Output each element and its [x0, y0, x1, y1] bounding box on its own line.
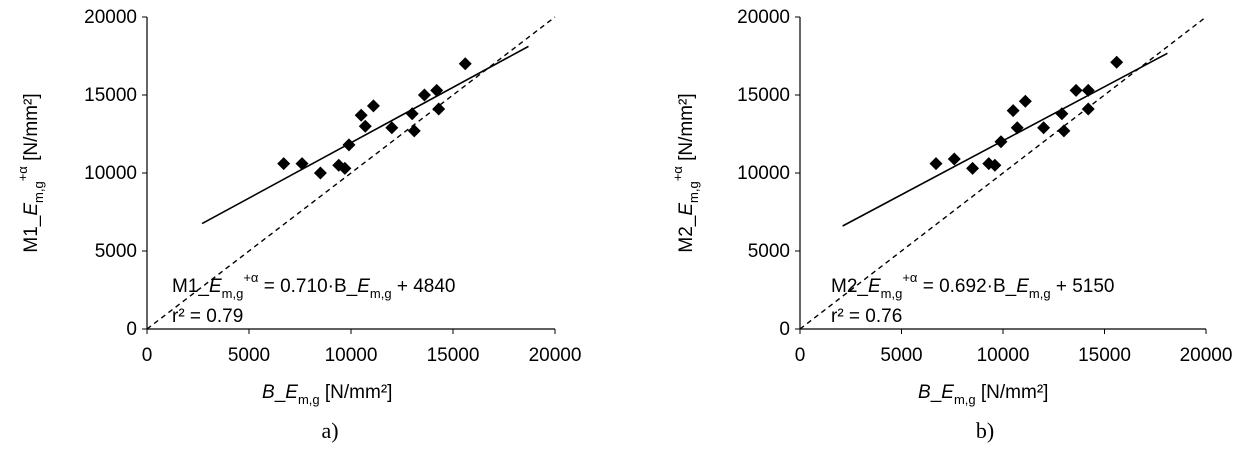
x-tick-label: 20000: [1180, 345, 1233, 366]
data-point: [1081, 102, 1095, 116]
y-tick-label: 10000: [737, 163, 790, 184]
y-axis-label: M2_Em,g+α [N/mm²]: [670, 93, 701, 252]
data-point: [1037, 121, 1051, 135]
regression-equation: M1_Em,g+α = 0.710·B_Em,g + 4840: [172, 270, 456, 301]
data-point: [354, 108, 368, 122]
data-point: [1055, 107, 1069, 121]
y-tick-label: 10000: [84, 163, 137, 184]
data-point: [295, 157, 309, 171]
y-tick-label: 15000: [737, 85, 790, 106]
data-point: [1057, 124, 1071, 138]
data-point: [385, 121, 399, 135]
data-point: [366, 99, 380, 113]
data-point: [338, 161, 352, 175]
y-tick-label: 5000: [95, 241, 137, 262]
identity-line: [146, 16, 556, 330]
data-point: [277, 157, 291, 171]
data-point: [458, 57, 472, 71]
data-point: [407, 124, 421, 138]
r-squared-label: r² = 0.76: [831, 306, 902, 327]
chart-panel-b: 0 5000 10000 15000 20000 0 5000 10000 15000 20000…: [670, 7, 1232, 443]
x-tick-label: 0: [142, 345, 153, 366]
y-tick-label: 0: [779, 319, 790, 340]
x-tick-label: 0: [795, 345, 806, 366]
y-tick-label: 20000: [737, 7, 790, 28]
data-point: [947, 152, 961, 166]
data-point: [342, 138, 356, 152]
y-tick-label: 15000: [84, 85, 137, 106]
regression-equation: M2_Em,g+α = 0.692·B_Em,g + 5150: [831, 270, 1115, 301]
x-tick-label: 5000: [880, 345, 922, 366]
data-point: [929, 157, 943, 171]
x-axis-label: B_Em,g [N/mm²]: [918, 382, 1048, 407]
data-point: [1018, 94, 1032, 108]
regression-line: [201, 45, 529, 225]
panel-caption: a): [321, 418, 338, 443]
r-squared-label: r² = 0.79: [172, 306, 243, 327]
x-tick-label: 10000: [325, 345, 378, 366]
data-point: [405, 107, 419, 121]
data-point: [994, 135, 1008, 149]
data-point: [988, 158, 1002, 172]
y-tick-label: 20000: [84, 7, 137, 28]
y-axis-label: M1_Em,g+α [N/mm²]: [15, 93, 46, 252]
data-point: [966, 161, 980, 175]
data-point: [1081, 83, 1095, 97]
data-point: [1069, 83, 1083, 97]
x-tick-label: 5000: [228, 345, 270, 366]
data-point: [313, 166, 327, 180]
data-point: [1010, 121, 1024, 135]
data-point: [432, 102, 446, 116]
x-tick-label: 15000: [1078, 345, 1131, 366]
data-point: [358, 119, 372, 133]
data-point: [1110, 55, 1124, 69]
data-point: [417, 88, 431, 102]
x-tick-label: 20000: [529, 345, 582, 366]
chart-panel-a: 0 5000 10000 15000 20000 0 5000 10000 15000 20000…: [15, 7, 581, 443]
y-tick-label: 5000: [748, 241, 790, 262]
data-point: [1006, 104, 1020, 118]
y-tick-label: 0: [126, 319, 137, 340]
x-tick-label: 15000: [427, 345, 480, 366]
x-axis-label: B_Em,g [N/mm²]: [262, 382, 392, 407]
data-point: [430, 83, 444, 97]
panel-caption: b): [976, 418, 994, 443]
x-tick-label: 10000: [977, 345, 1030, 366]
